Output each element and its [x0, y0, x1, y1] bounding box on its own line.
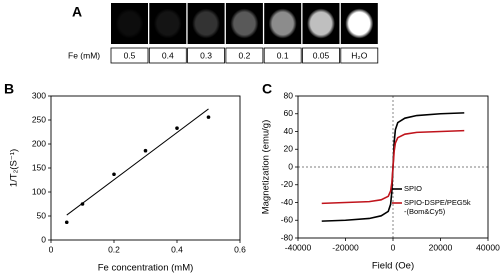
x-tick-label: 20000 [429, 242, 453, 252]
mri-signal [345, 8, 374, 39]
y-tick-label: -80 [281, 232, 294, 242]
cell-label: 0.05 [313, 50, 330, 60]
y-tick-label: 20 [284, 144, 294, 154]
table-cell [225, 47, 264, 64]
data-point [64, 220, 69, 225]
mri-signal [230, 8, 259, 39]
cell-label: 0.4 [162, 50, 174, 60]
y-tick-label: 150 [32, 162, 46, 172]
cell-label: 0.1 [277, 50, 289, 60]
data-point [143, 148, 148, 153]
cell-label: H₂O [351, 50, 367, 60]
y-tick-label: 250 [32, 114, 46, 124]
cell-label: 0.3 [200, 50, 212, 60]
fit-line [66, 108, 209, 216]
y-tick-label: 0 [41, 234, 46, 244]
panel-label: A [72, 4, 82, 20]
y-tick-label: 0 [288, 161, 293, 171]
plot-frame [50, 95, 241, 241]
y-tick-label: 300 [32, 90, 46, 100]
series-line [321, 129, 465, 205]
table-cell [110, 47, 149, 64]
y-tick-label: 100 [32, 186, 46, 196]
table-cell [148, 47, 187, 64]
y-tick-label: 50 [37, 210, 47, 220]
x-tick-label: 0.4 [171, 244, 183, 254]
x-axis-title: Fe concentration (mM) [98, 263, 194, 274]
table-cell [340, 47, 379, 64]
y-tick-label: 200 [32, 138, 46, 148]
mri-signal [153, 8, 182, 39]
mri-signal [307, 8, 335, 39]
legend-label: SPIO [404, 184, 422, 193]
panel-label: B [4, 81, 14, 97]
x-tick-label: 0 [49, 244, 54, 254]
cell-label: 0.2 [238, 50, 250, 60]
x-tick-label: -20000 [332, 242, 359, 252]
y-axis-title: Magnetization (emu/g) [261, 120, 272, 215]
panel-label: C [262, 81, 272, 97]
x-tick-label: 0 [391, 242, 396, 252]
table-cell [187, 47, 226, 64]
x-tick-label: 40000 [476, 242, 500, 252]
y-tick-label: -20 [281, 179, 294, 189]
table-cell [263, 47, 302, 64]
mri-signal [115, 8, 144, 39]
mri-signal [192, 8, 221, 39]
mri-signal [268, 8, 297, 39]
y-tick-label: -40 [281, 197, 294, 207]
row-label: Fe (mM) [68, 50, 100, 60]
data-point [80, 202, 85, 206]
x-axis-title: Field (Oe) [372, 261, 414, 272]
y-tick-label: 40 [284, 126, 294, 136]
x-tick-label: -40000 [285, 242, 312, 252]
y-axis-title: 1/T₂(S⁻¹) [9, 149, 20, 187]
data-point [206, 115, 211, 119]
cell-label: 0.5 [124, 50, 136, 60]
table-cell [302, 47, 340, 64]
data-point [175, 126, 179, 130]
x-tick-label: 0.6 [234, 244, 246, 254]
y-tick-label: 80 [284, 90, 294, 100]
x-tick-label: 0.2 [108, 244, 120, 254]
legend-label: SPIO-DSPE/PEG5k -(Bom&Cy5) [404, 198, 471, 216]
y-tick-label: 60 [284, 108, 294, 118]
y-tick-label: -60 [281, 215, 294, 225]
data-point [112, 172, 116, 177]
